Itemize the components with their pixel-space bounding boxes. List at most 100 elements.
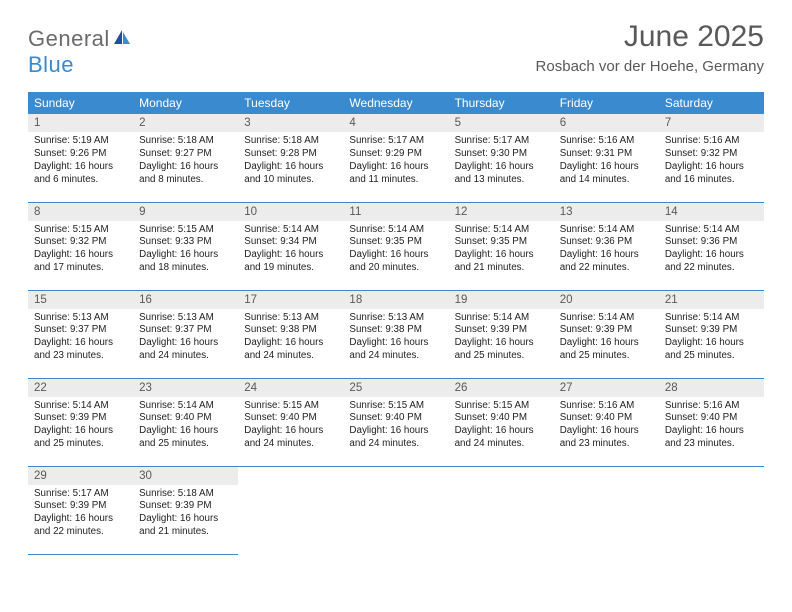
day-details: Sunrise: 5:14 AMSunset: 9:40 PMDaylight:… bbox=[133, 397, 238, 456]
month-title: June 2025 bbox=[536, 20, 764, 54]
day-details: Sunrise: 5:16 AMSunset: 9:32 PMDaylight:… bbox=[659, 132, 764, 191]
day-details: Sunrise: 5:17 AMSunset: 9:30 PMDaylight:… bbox=[449, 132, 554, 191]
day-details: Sunrise: 5:13 AMSunset: 9:38 PMDaylight:… bbox=[343, 309, 448, 368]
weekday-header-row: Sunday Monday Tuesday Wednesday Thursday… bbox=[28, 92, 764, 114]
calendar-row: 8Sunrise: 5:15 AMSunset: 9:32 PMDaylight… bbox=[28, 202, 764, 290]
day-number: 8 bbox=[28, 203, 133, 221]
day-details: Sunrise: 5:17 AMSunset: 9:39 PMDaylight:… bbox=[28, 485, 133, 544]
calendar-cell: 2Sunrise: 5:18 AMSunset: 9:27 PMDaylight… bbox=[133, 114, 238, 202]
page-header: General Blue June 2025 Rosbach vor der H… bbox=[0, 0, 792, 84]
day-number: 27 bbox=[554, 379, 659, 397]
day-details: Sunrise: 5:14 AMSunset: 9:39 PMDaylight:… bbox=[659, 309, 764, 368]
day-details: Sunrise: 5:14 AMSunset: 9:35 PMDaylight:… bbox=[449, 221, 554, 280]
day-number: 29 bbox=[28, 467, 133, 485]
day-number: 13 bbox=[554, 203, 659, 221]
calendar-cell: 23Sunrise: 5:14 AMSunset: 9:40 PMDayligh… bbox=[133, 378, 238, 466]
brand-blue: Blue bbox=[28, 52, 74, 77]
calendar-cell: 6Sunrise: 5:16 AMSunset: 9:31 PMDaylight… bbox=[554, 114, 659, 202]
day-details: Sunrise: 5:15 AMSunset: 9:40 PMDaylight:… bbox=[238, 397, 343, 456]
calendar-table: Sunday Monday Tuesday Wednesday Thursday… bbox=[28, 92, 764, 555]
weekday-header: Sunday bbox=[28, 92, 133, 114]
day-number: 11 bbox=[343, 203, 448, 221]
calendar-cell bbox=[343, 466, 448, 554]
day-details: Sunrise: 5:15 AMSunset: 9:33 PMDaylight:… bbox=[133, 221, 238, 280]
calendar-cell: 11Sunrise: 5:14 AMSunset: 9:35 PMDayligh… bbox=[343, 202, 448, 290]
calendar-cell: 7Sunrise: 5:16 AMSunset: 9:32 PMDaylight… bbox=[659, 114, 764, 202]
day-number: 17 bbox=[238, 291, 343, 309]
calendar-cell: 5Sunrise: 5:17 AMSunset: 9:30 PMDaylight… bbox=[449, 114, 554, 202]
day-number: 19 bbox=[449, 291, 554, 309]
day-number: 25 bbox=[343, 379, 448, 397]
calendar-cell: 20Sunrise: 5:14 AMSunset: 9:39 PMDayligh… bbox=[554, 290, 659, 378]
day-details: Sunrise: 5:19 AMSunset: 9:26 PMDaylight:… bbox=[28, 132, 133, 191]
calendar-row: 29Sunrise: 5:17 AMSunset: 9:39 PMDayligh… bbox=[28, 466, 764, 554]
calendar-cell: 13Sunrise: 5:14 AMSunset: 9:36 PMDayligh… bbox=[554, 202, 659, 290]
day-number: 9 bbox=[133, 203, 238, 221]
calendar-cell: 15Sunrise: 5:13 AMSunset: 9:37 PMDayligh… bbox=[28, 290, 133, 378]
calendar-cell: 10Sunrise: 5:14 AMSunset: 9:34 PMDayligh… bbox=[238, 202, 343, 290]
calendar-cell: 12Sunrise: 5:14 AMSunset: 9:35 PMDayligh… bbox=[449, 202, 554, 290]
calendar-cell: 19Sunrise: 5:14 AMSunset: 9:39 PMDayligh… bbox=[449, 290, 554, 378]
day-number: 14 bbox=[659, 203, 764, 221]
calendar-cell: 8Sunrise: 5:15 AMSunset: 9:32 PMDaylight… bbox=[28, 202, 133, 290]
calendar-cell: 22Sunrise: 5:14 AMSunset: 9:39 PMDayligh… bbox=[28, 378, 133, 466]
day-details: Sunrise: 5:18 AMSunset: 9:39 PMDaylight:… bbox=[133, 485, 238, 544]
sail-icon bbox=[112, 33, 132, 50]
day-number: 6 bbox=[554, 114, 659, 132]
calendar-cell bbox=[659, 466, 764, 554]
day-number: 2 bbox=[133, 114, 238, 132]
calendar-cell: 30Sunrise: 5:18 AMSunset: 9:39 PMDayligh… bbox=[133, 466, 238, 554]
weekday-header: Saturday bbox=[659, 92, 764, 114]
weekday-header: Wednesday bbox=[343, 92, 448, 114]
calendar-cell: 27Sunrise: 5:16 AMSunset: 9:40 PMDayligh… bbox=[554, 378, 659, 466]
day-details: Sunrise: 5:14 AMSunset: 9:34 PMDaylight:… bbox=[238, 221, 343, 280]
day-number: 12 bbox=[449, 203, 554, 221]
calendar-cell: 29Sunrise: 5:17 AMSunset: 9:39 PMDayligh… bbox=[28, 466, 133, 554]
day-details: Sunrise: 5:14 AMSunset: 9:36 PMDaylight:… bbox=[554, 221, 659, 280]
day-number: 26 bbox=[449, 379, 554, 397]
weekday-header: Tuesday bbox=[238, 92, 343, 114]
day-details: Sunrise: 5:18 AMSunset: 9:27 PMDaylight:… bbox=[133, 132, 238, 191]
calendar-cell: 14Sunrise: 5:14 AMSunset: 9:36 PMDayligh… bbox=[659, 202, 764, 290]
day-number: 23 bbox=[133, 379, 238, 397]
day-number: 7 bbox=[659, 114, 764, 132]
day-details: Sunrise: 5:16 AMSunset: 9:40 PMDaylight:… bbox=[659, 397, 764, 456]
day-number: 22 bbox=[28, 379, 133, 397]
calendar-cell: 26Sunrise: 5:15 AMSunset: 9:40 PMDayligh… bbox=[449, 378, 554, 466]
calendar-row: 22Sunrise: 5:14 AMSunset: 9:39 PMDayligh… bbox=[28, 378, 764, 466]
calendar-cell bbox=[449, 466, 554, 554]
calendar-cell: 21Sunrise: 5:14 AMSunset: 9:39 PMDayligh… bbox=[659, 290, 764, 378]
calendar-row: 1Sunrise: 5:19 AMSunset: 9:26 PMDaylight… bbox=[28, 114, 764, 202]
day-number: 21 bbox=[659, 291, 764, 309]
calendar-cell: 18Sunrise: 5:13 AMSunset: 9:38 PMDayligh… bbox=[343, 290, 448, 378]
day-number: 24 bbox=[238, 379, 343, 397]
calendar-cell: 9Sunrise: 5:15 AMSunset: 9:33 PMDaylight… bbox=[133, 202, 238, 290]
calendar-cell: 3Sunrise: 5:18 AMSunset: 9:28 PMDaylight… bbox=[238, 114, 343, 202]
day-number: 3 bbox=[238, 114, 343, 132]
day-number: 16 bbox=[133, 291, 238, 309]
day-details: Sunrise: 5:14 AMSunset: 9:39 PMDaylight:… bbox=[449, 309, 554, 368]
day-details: Sunrise: 5:14 AMSunset: 9:39 PMDaylight:… bbox=[554, 309, 659, 368]
calendar-cell: 1Sunrise: 5:19 AMSunset: 9:26 PMDaylight… bbox=[28, 114, 133, 202]
calendar-cell: 4Sunrise: 5:17 AMSunset: 9:29 PMDaylight… bbox=[343, 114, 448, 202]
day-details: Sunrise: 5:13 AMSunset: 9:37 PMDaylight:… bbox=[133, 309, 238, 368]
location-label: Rosbach vor der Hoehe, Germany bbox=[536, 58, 764, 75]
day-number: 18 bbox=[343, 291, 448, 309]
day-number: 4 bbox=[343, 114, 448, 132]
day-details: Sunrise: 5:15 AMSunset: 9:40 PMDaylight:… bbox=[449, 397, 554, 456]
day-details: Sunrise: 5:15 AMSunset: 9:32 PMDaylight:… bbox=[28, 221, 133, 280]
day-details: Sunrise: 5:16 AMSunset: 9:40 PMDaylight:… bbox=[554, 397, 659, 456]
day-number: 20 bbox=[554, 291, 659, 309]
day-number: 30 bbox=[133, 467, 238, 485]
calendar-cell: 25Sunrise: 5:15 AMSunset: 9:40 PMDayligh… bbox=[343, 378, 448, 466]
day-details: Sunrise: 5:16 AMSunset: 9:31 PMDaylight:… bbox=[554, 132, 659, 191]
weekday-header: Monday bbox=[133, 92, 238, 114]
brand-logo: General Blue bbox=[28, 20, 132, 78]
day-number: 28 bbox=[659, 379, 764, 397]
day-details: Sunrise: 5:14 AMSunset: 9:35 PMDaylight:… bbox=[343, 221, 448, 280]
title-block: June 2025 Rosbach vor der Hoehe, Germany bbox=[536, 20, 764, 75]
day-number: 5 bbox=[449, 114, 554, 132]
weekday-header: Thursday bbox=[449, 92, 554, 114]
calendar-cell: 17Sunrise: 5:13 AMSunset: 9:38 PMDayligh… bbox=[238, 290, 343, 378]
day-details: Sunrise: 5:15 AMSunset: 9:40 PMDaylight:… bbox=[343, 397, 448, 456]
